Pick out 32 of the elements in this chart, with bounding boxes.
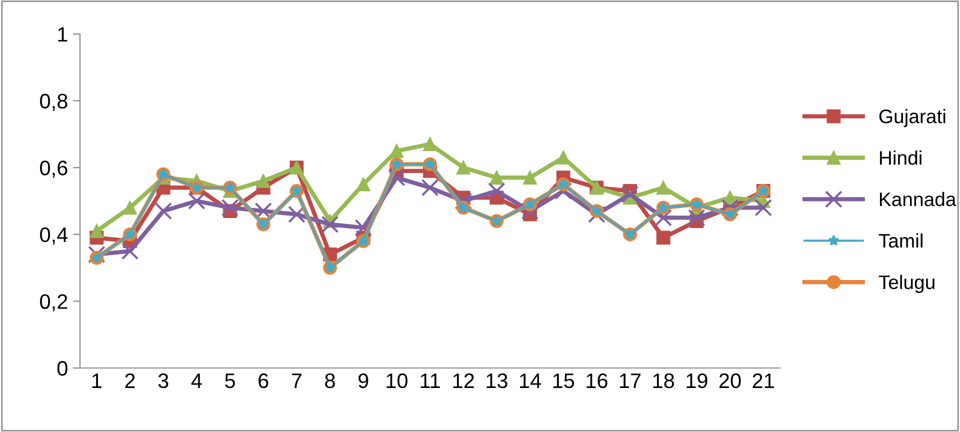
x-tick-label: 2 [125,373,135,388]
x-tick-label: 18 [653,373,674,388]
x-tick-label: 19 [686,373,708,388]
x-tick-label: 8 [325,373,335,388]
x-tick-label: 4 [191,374,202,388]
x-tick-label: 7 [292,374,302,388]
x-tick-label: 21 [752,373,774,388]
x-tick-label: 11 [420,374,440,388]
y-tick-label: 0,2 [40,294,68,312]
y-tick-label: 1 [58,27,68,42]
y-tick-label: 0,4 [40,227,68,245]
y-tick-label: 0,8 [40,94,68,112]
x-tick-label: 6 [258,373,268,388]
x-tick-label: 14 [520,374,541,388]
x-tick-label: 10 [386,373,408,388]
legend-label: Telugu [878,274,934,293]
x-tick-label: 17 [620,374,641,388]
x-tick-label: 1 [92,374,102,388]
legend-label: Kannada [880,192,956,206]
y-tick-label: 0,6 [40,160,68,178]
x-tick-label: 3 [158,373,168,388]
legend-label: Hindi [880,150,922,165]
x-tick-label: 12 [453,373,474,388]
y-tick-label: 0 [57,361,68,376]
legend-label: Tamil [878,233,922,248]
x-tick-label: 15 [553,374,574,388]
legend-label: Gujarati [879,109,946,128]
x-tick-label: 13 [486,373,508,388]
x-tick-label: 5 [225,374,235,388]
x-tick-label: 9 [358,373,368,388]
x-tick-label: 16 [586,373,608,388]
x-tick-label: 20 [719,373,741,388]
